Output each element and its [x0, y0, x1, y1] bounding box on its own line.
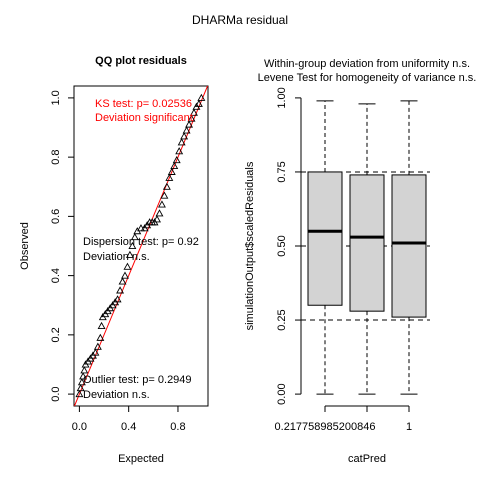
boxplot-panel: Within-group deviation from uniformity n… — [244, 58, 476, 465]
ks-deviation-label: Deviation significant — [95, 112, 193, 124]
boxplot-y-axis-label: simulationOutput$scaledResiduals — [244, 161, 256, 330]
qq-plot-frame — [73, 85, 209, 407]
qq-y-tick-label: 0.0 — [50, 386, 62, 401]
box — [307, 171, 343, 306]
qq-y-tick-label: 0.4 — [50, 268, 62, 283]
boxplot-title-line-1: Within-group deviation from uniformity n… — [264, 58, 470, 70]
boxplot-x-tick-label: 0.217758985200846 — [275, 421, 376, 433]
qq-point — [165, 173, 174, 181]
qq-x-tick-label: 0.8 — [170, 421, 185, 433]
qq-x-tick-label: 0.0 — [72, 421, 87, 433]
qq-point — [155, 209, 164, 217]
boxplot-x-tick-label: 1 — [406, 421, 412, 433]
qq-annotation-area: KS test: p= 0.02536 Deviation significan… — [83, 98, 199, 401]
qq-y-tick-label: 1.0 — [50, 90, 62, 105]
qq-point — [190, 108, 198, 116]
qq-x-axis: 0.0 0.4 0.8 — [72, 406, 186, 433]
qq-point — [182, 126, 191, 134]
qq-point — [121, 271, 129, 279]
qq-point — [177, 138, 186, 146]
qq-point — [116, 286, 125, 294]
qq-point — [153, 215, 161, 223]
boxplot-y-tick-label: 0.00 — [276, 383, 288, 404]
outlier-deviation-label: Deviation n.s. — [83, 389, 150, 401]
outlier-test-label: Outlier test: p= 0.2949 — [83, 374, 192, 386]
ks-test-label: KS test: p= 0.02536 — [95, 98, 192, 110]
boxplot-x-axis: 0.217758985200846 1 — [275, 405, 412, 433]
qq-point — [185, 120, 194, 128]
qq-y-axis: 0.0 0.2 0.4 0.6 0.8 1.0 — [50, 90, 74, 402]
qq-plot-area — [74, 86, 208, 406]
boxplot-y-axis: 0.00 0.25 0.50 0.75 1.00 — [276, 87, 302, 405]
qq-point — [175, 147, 184, 155]
qq-x-tick-label: 0.4 — [121, 421, 136, 433]
qq-point — [157, 200, 166, 208]
boxplot-y-tick-label: 0.25 — [276, 309, 288, 330]
box — [391, 174, 427, 318]
qq-point — [123, 262, 132, 270]
qq-point — [97, 321, 106, 329]
qq-point — [113, 295, 122, 303]
qq-point — [77, 378, 86, 386]
qq-plot-title: QQ plot residuals — [95, 55, 187, 67]
qq-x-axis-label: Expected — [118, 453, 164, 465]
qq-point — [79, 372, 88, 380]
qq-point — [91, 348, 100, 356]
main-title: DHARMa residual — [192, 13, 288, 27]
qq-point — [93, 342, 102, 350]
qq-point — [130, 232, 139, 241]
qq-point — [80, 366, 89, 374]
qq-point — [187, 114, 196, 122]
boxplot-title-line-2: Levene Test for homogeneity of variance … — [258, 72, 477, 84]
box — [349, 174, 385, 312]
qq-point — [75, 389, 84, 398]
qq-y-tick-label: 0.2 — [50, 327, 62, 342]
boxplot-y-tick-label: 0.75 — [276, 161, 288, 182]
qq-point — [128, 241, 137, 250]
qq-y-axis-label: Observed — [19, 222, 31, 270]
qq-point — [96, 333, 105, 341]
qq-point — [170, 161, 179, 170]
dispersion-deviation-label: Deviation n.s. — [83, 251, 150, 263]
qq-y-tick-label: 0.8 — [50, 149, 62, 164]
qq-point — [76, 384, 85, 392]
qq-point — [162, 182, 171, 190]
boxplot-x-axis-label: catPred — [348, 453, 386, 465]
qq-point — [197, 93, 206, 101]
qq-point — [118, 277, 127, 285]
boxplot-y-tick-label: 1.00 — [276, 87, 288, 108]
qq-y-tick-label: 0.6 — [50, 209, 62, 224]
dispersion-test-label: Dispersion test: p= 0.92 — [83, 236, 199, 248]
qq-point — [180, 132, 189, 140]
qq-point — [194, 99, 203, 107]
qq-point — [167, 167, 176, 175]
qq-point — [125, 250, 134, 258]
qq-point — [172, 155, 181, 164]
qq-point — [160, 191, 169, 199]
boxplot-y-tick-label: 0.50 — [276, 235, 288, 256]
qq-plot-panel: QQ plot residuals 0.0 0.4 0.8 0.0 0.2 0.4 0.6… — [19, 55, 209, 465]
